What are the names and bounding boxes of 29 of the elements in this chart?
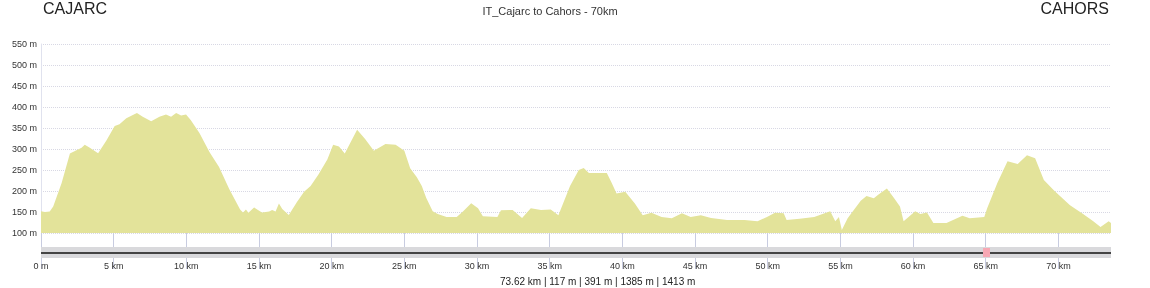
y-tick-label: 500 m [11,60,37,70]
chart-title: IT_Cajarc to Cahors - 70km [482,4,618,17]
text: CAJARC [43,0,108,18]
x-tick-label: 60 km [900,260,926,271]
y-tick-label: 450 m [11,81,37,91]
x-tick-label: 0 m [33,260,49,271]
y-tick-label: 250 m [11,165,37,175]
x-tick-label: 65 km [973,260,998,271]
x-tick-label: 50 km [755,260,780,271]
text: CAHORS [1040,0,1109,18]
text: 73.62 km | 117 m | 391 m | 1385 m | 1413 m [500,276,696,287]
x-tick-label: 70 km [1046,260,1071,271]
x-tick-label: 5 km [103,260,124,271]
x-tick-label: 40 km [610,260,635,271]
y-tick-label: 300 m [11,144,37,154]
x-tick-label: 30 km [464,260,490,271]
x-tick-label: 15 km [246,260,272,271]
y-tick-label: 200 m [11,186,37,196]
x-tick-label: 20 km [319,260,344,271]
x-tick-label: 10 km [174,260,199,271]
y-tick-label: 400 m [11,102,37,112]
x-tick-label: 45 km [682,260,708,271]
x-tick-label: 35 km [537,260,562,271]
x-tick-label: 55 km [828,260,853,271]
y-tick-label: 350 m [11,123,37,133]
y-tick-label: 100 m [11,228,37,238]
y-tick-label: 550 m [11,39,37,49]
y-tick-label: 150 m [11,207,37,217]
x-tick-label: 25 km [392,260,417,271]
